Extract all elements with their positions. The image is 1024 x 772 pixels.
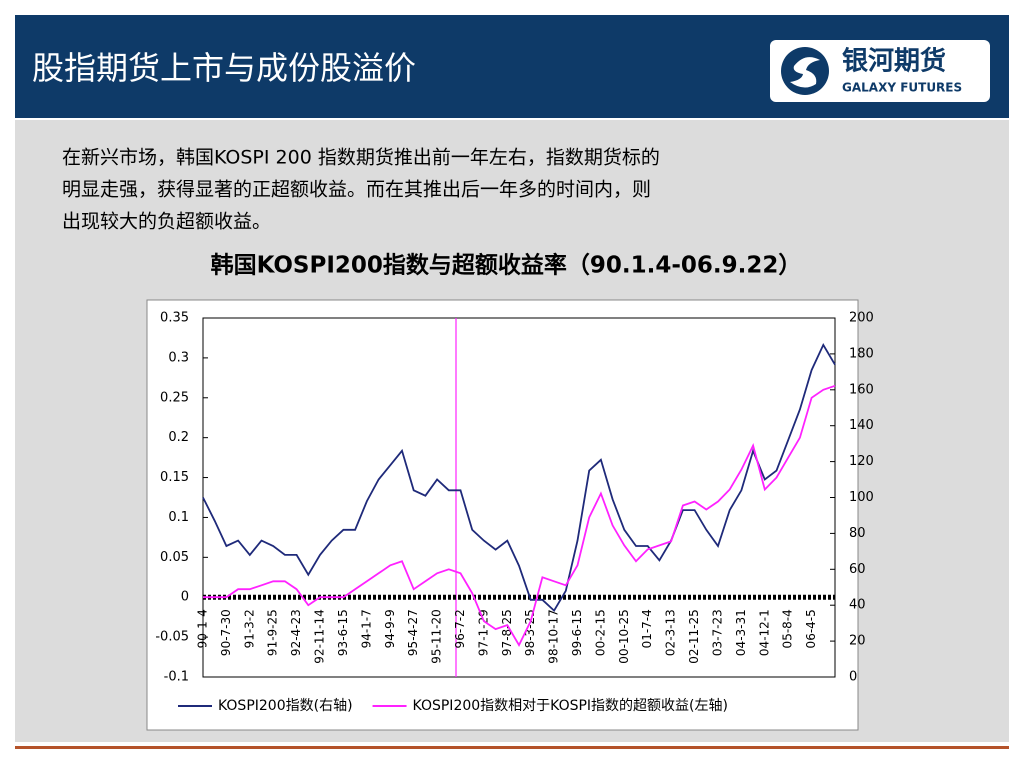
x-tick-label: 94-1-7 xyxy=(359,609,373,648)
x-tick-label: 06-4-5 xyxy=(804,609,818,648)
x-tick-label: 98-3-25 xyxy=(523,609,537,656)
x-tick-label: 95-11-20 xyxy=(430,609,444,663)
y-tick-label: 0.2 xyxy=(168,430,189,445)
x-tick-label: 05-8-4 xyxy=(781,609,795,648)
logo-swirl xyxy=(790,57,820,88)
y2-tick-label: 140 xyxy=(849,418,874,433)
y2-tick-label: 40 xyxy=(849,598,866,613)
y-tick-label: -0.05 xyxy=(155,630,189,645)
y2-tick-label: 180 xyxy=(849,346,874,361)
body-line: 明显走强，获得显著的正超额收益。而在其推出后一年多的时间内，则 xyxy=(62,179,651,201)
y2-tick-label: 0 xyxy=(849,670,857,685)
x-tick-label: 97-1-29 xyxy=(476,609,490,656)
x-tick-label: 00-10-25 xyxy=(617,609,631,663)
y-tick-label: 0.05 xyxy=(160,550,189,565)
body-line: 在新兴市场，韩国KOSPI 200 指数期货推出前一年左右，指数期货标的 xyxy=(62,147,660,169)
legend-label: KOSPI200指数(右轴) xyxy=(218,698,353,714)
series-line xyxy=(203,384,836,648)
y-tick-label: 0 xyxy=(181,590,189,605)
header-title: 股指期货上市与成份股溢价 xyxy=(32,49,416,87)
x-tick-label: 90-7-30 xyxy=(219,609,233,656)
x-tick-label: 96-7-2 xyxy=(453,609,467,648)
y-tick-label: 0.25 xyxy=(160,390,189,405)
x-tick-label: 92-4-23 xyxy=(289,609,303,656)
x-tick-label: 97-8-25 xyxy=(500,609,514,656)
x-tick-label: 02-11-25 xyxy=(687,609,701,663)
y2-tick-label: 160 xyxy=(849,382,874,397)
x-tick-label: 04-3-31 xyxy=(734,609,748,656)
y-tick-label: -0.1 xyxy=(164,670,189,685)
chart-box xyxy=(146,299,859,731)
y2-tick-label: 80 xyxy=(849,526,866,541)
x-tick-label: 04-12-1 xyxy=(757,609,771,656)
y-tick-label: 0.35 xyxy=(160,311,189,326)
x-tick-label: 91-9-25 xyxy=(266,609,280,656)
y2-tick-label: 200 xyxy=(849,311,874,326)
x-tick-label: 98-10-17 xyxy=(547,609,561,663)
series-line xyxy=(202,342,836,613)
legend-label: KOSPI200指数相对于KOSPI指数的超额收益(左轴) xyxy=(413,698,728,714)
body-line: 出现较大的负超额收益。 xyxy=(62,211,271,233)
y-tick-label: 0.1 xyxy=(168,510,189,525)
logo-text: 银河期货 xyxy=(842,46,946,77)
x-tick-label: 94-9-9 xyxy=(383,609,397,648)
footer-line xyxy=(15,746,1009,749)
y-tick-label: 0.3 xyxy=(168,350,189,365)
logo-box xyxy=(770,40,990,102)
x-tick-label: 90-1-4 xyxy=(196,609,210,648)
x-tick-label: 95-4-27 xyxy=(406,609,420,656)
y2-tick-label: 20 xyxy=(849,634,866,649)
chart-title: 韩国KOSPI200指数与超额收益率（90.1.4-06.9.22） xyxy=(211,252,802,279)
y2-tick-label: 60 xyxy=(849,562,866,577)
x-tick-label: 03-7-23 xyxy=(710,609,724,656)
x-tick-label: 92-11-14 xyxy=(313,609,327,663)
x-tick-label: 91-3-2 xyxy=(242,609,256,648)
y2-tick-label: 100 xyxy=(849,490,874,505)
y2-tick-label: 120 xyxy=(849,454,874,469)
x-tick-label: 00-2-15 xyxy=(593,609,607,656)
logo-subtext: GALAXY FUTURES xyxy=(842,81,962,95)
x-tick-label: 01-7-4 xyxy=(640,609,654,648)
x-tick-label: 02-3-13 xyxy=(664,609,678,656)
y-tick-label: 0.15 xyxy=(160,470,189,485)
x-tick-label: 93-6-15 xyxy=(336,609,350,656)
x-tick-label: 99-6-15 xyxy=(570,609,584,656)
